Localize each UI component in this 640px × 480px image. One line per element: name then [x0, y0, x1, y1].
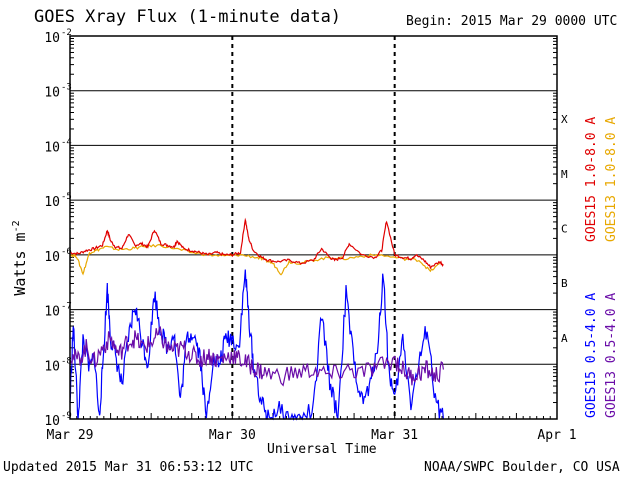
begin-timestamp: Begin: 2015 Mar 29 0000 UTC — [406, 14, 618, 29]
chart-title: GOES Xray Flux (1-minute data) — [34, 7, 342, 27]
y-tick-label: 10 — [44, 140, 60, 155]
flare-class-label: C — [561, 223, 568, 236]
series-line — [69, 269, 444, 421]
x-tick-label: Mar 31 — [371, 428, 418, 443]
y-axis-label-text: Watts m — [11, 232, 29, 296]
x-tick-label: Mar 29 — [47, 428, 94, 443]
x-tick-label: Mar 30 — [209, 428, 256, 443]
y-axis-label-exponent: -2 — [11, 220, 22, 233]
y-tick-label: 10 — [44, 250, 60, 265]
y-tick-exponent: -2 — [61, 28, 72, 38]
legend-goes13-short: GOES13 0.5-4.0 A — [604, 292, 619, 418]
flare-class-label: B — [561, 277, 568, 290]
y-tick-exponent: -6 — [61, 247, 72, 257]
flare-class-label: X — [561, 113, 568, 126]
series-line — [69, 243, 441, 276]
legend-goes15-short: GOES15 0.5-4.0 A — [584, 292, 599, 418]
y-tick-label: 10 — [44, 305, 60, 320]
y-tick-label: 10 — [44, 31, 60, 46]
y-axis-label: Watts m-2 — [11, 220, 29, 296]
flare-class-label: M — [561, 168, 568, 181]
y-tick-exponent: -8 — [61, 356, 72, 366]
y-tick-label: 10 — [44, 195, 60, 210]
legend-goes13-long: GOES13 1.0-8.0 A — [604, 116, 619, 242]
x-axis-label: Universal Time — [267, 442, 377, 457]
series-line — [69, 325, 444, 387]
plot-frame — [69, 35, 558, 420]
y-tick-exponent: -3 — [61, 83, 72, 93]
y-tick-label: 10 — [44, 86, 60, 101]
flare-class-label: A — [561, 332, 568, 345]
updated-timestamp: Updated 2015 Mar 31 06:53:12 UTC — [3, 460, 254, 475]
x-tick-label: Apr 1 — [537, 428, 576, 443]
y-tick-label: 10 — [44, 414, 60, 429]
credit-text: NOAA/SWPC Boulder, CO USA — [424, 460, 620, 475]
y-tick-label: 10 — [44, 359, 60, 374]
series-line — [70, 217, 444, 270]
y-tick-exponent: -7 — [61, 302, 72, 312]
y-tick-exponent: -4 — [61, 137, 72, 147]
legend-goes15-long: GOES15 1.0-8.0 A — [584, 116, 599, 242]
y-tick-exponent: -5 — [61, 192, 72, 202]
y-tick-exponent: -9 — [61, 411, 72, 421]
